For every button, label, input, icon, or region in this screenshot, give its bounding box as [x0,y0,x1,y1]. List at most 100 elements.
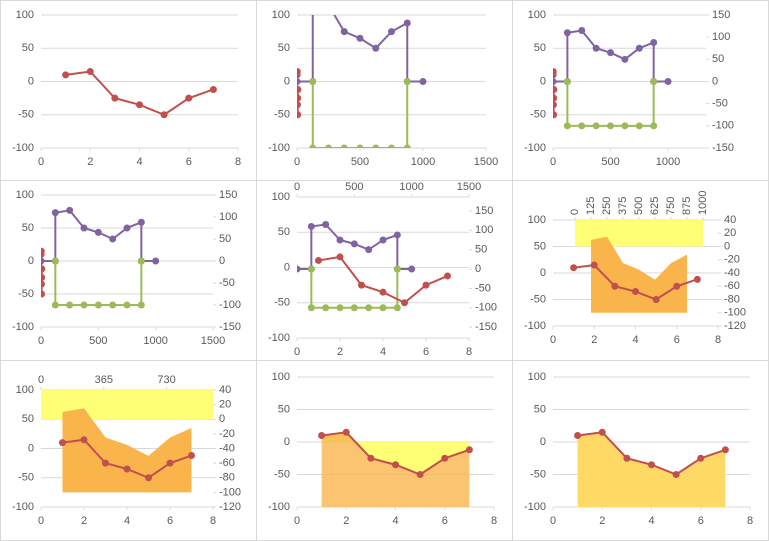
point [297,101,302,109]
point [356,144,364,148]
plot-area [318,428,473,507]
point [379,288,387,296]
x-tick-label: 1500 [474,156,498,168]
x-tick-label: 4 [136,156,142,168]
point [598,428,606,436]
point [309,78,317,85]
point [721,446,729,454]
area [321,432,470,475]
y-tick-label: 100 [16,189,34,201]
point [94,301,102,309]
x2-tick-label: 0 [569,209,581,215]
point [41,274,46,281]
y2-tick-label: -100 [219,486,241,498]
point [51,257,59,265]
x-tick-label: 0 [550,334,556,346]
x2-tick-label: 500 [345,181,363,193]
point [650,38,658,46]
y-tick-label: 50 [534,42,546,54]
y-tick-label: -50 [18,472,34,484]
point [297,85,302,93]
y2-tick-label: 150 [219,189,237,201]
point [365,246,373,254]
y2-tick-label: -150 [475,321,497,333]
point [553,101,557,109]
area [591,236,688,313]
y-tick-label: 100 [528,9,546,21]
point [51,301,59,309]
point [607,49,615,57]
x-tick-label: 4 [380,346,386,358]
point [166,459,174,467]
x-tick-label: 6 [423,346,429,358]
point [388,144,395,148]
point [340,28,348,36]
point [297,111,302,119]
point [185,94,193,102]
y2-tick-label: 0 [475,263,481,275]
y-tick-label: 50 [22,413,34,425]
point [94,228,102,236]
x-tick-label: 4 [648,515,654,527]
point [621,55,629,63]
x-tick-label: 500 [351,156,369,168]
plot-area [553,27,672,130]
y2-tick-label: -150 [712,142,734,154]
y2-tick-label: 0 [219,255,225,267]
y2-tick-label: 20 [724,227,736,239]
point [137,257,145,265]
point [553,85,558,93]
y2-tick-label: -50 [475,282,491,294]
x2-tick-label: 875 [681,197,693,215]
point [80,224,88,232]
point [623,454,631,462]
y2-tick-label: 40 [219,384,231,396]
y-tick-label: 0 [284,75,290,87]
y2-tick-label: -80 [724,293,740,305]
x-tick-label: 0 [294,346,300,358]
y-tick-label: -50 [274,468,290,480]
x-tick-label: 8 [210,515,216,527]
y2-tick-label: 40 [724,214,736,226]
x-tick-label: 4 [392,515,398,527]
point [59,439,66,447]
y2-tick-label: -80 [219,472,235,484]
y-tick-label: 0 [284,436,290,448]
x-tick-label: 4 [124,515,130,527]
x-tick-label: 1500 [201,335,225,347]
y-tick-label: -100 [268,501,290,513]
point [62,71,70,79]
y-tick-label: 0 [28,75,34,87]
point [66,206,74,214]
point [611,282,619,290]
point [41,265,46,273]
y2-tick-label: -100 [475,302,497,314]
y-tick-label: 50 [278,226,290,238]
point [137,218,145,226]
y2-tick-label: 0 [724,240,730,252]
x-tick-label: 0 [550,515,556,527]
point [325,2,332,9]
plot-area [574,428,729,507]
y2-tick-label: 150 [475,205,493,217]
panel: -100 -50 0 50 100 0 2 4 6 8 [524,371,753,527]
x2-tick-label: 0 [294,181,300,193]
y2-tick-label: -20 [724,254,740,266]
point [325,144,332,148]
panel: -100 -50 0 50 100 0 2 4 6 8 [268,371,497,527]
x-tick-label: 8 [715,334,721,346]
area [62,408,192,493]
y2-tick-label: 20 [219,399,231,411]
point [697,454,705,462]
y2-tick-label: 50 [475,244,487,256]
x2-tick-label: 1000 [399,181,423,193]
x-tick-label: 2 [87,156,93,168]
point [632,288,639,296]
point [336,236,344,244]
point [51,209,59,217]
point [416,471,424,478]
